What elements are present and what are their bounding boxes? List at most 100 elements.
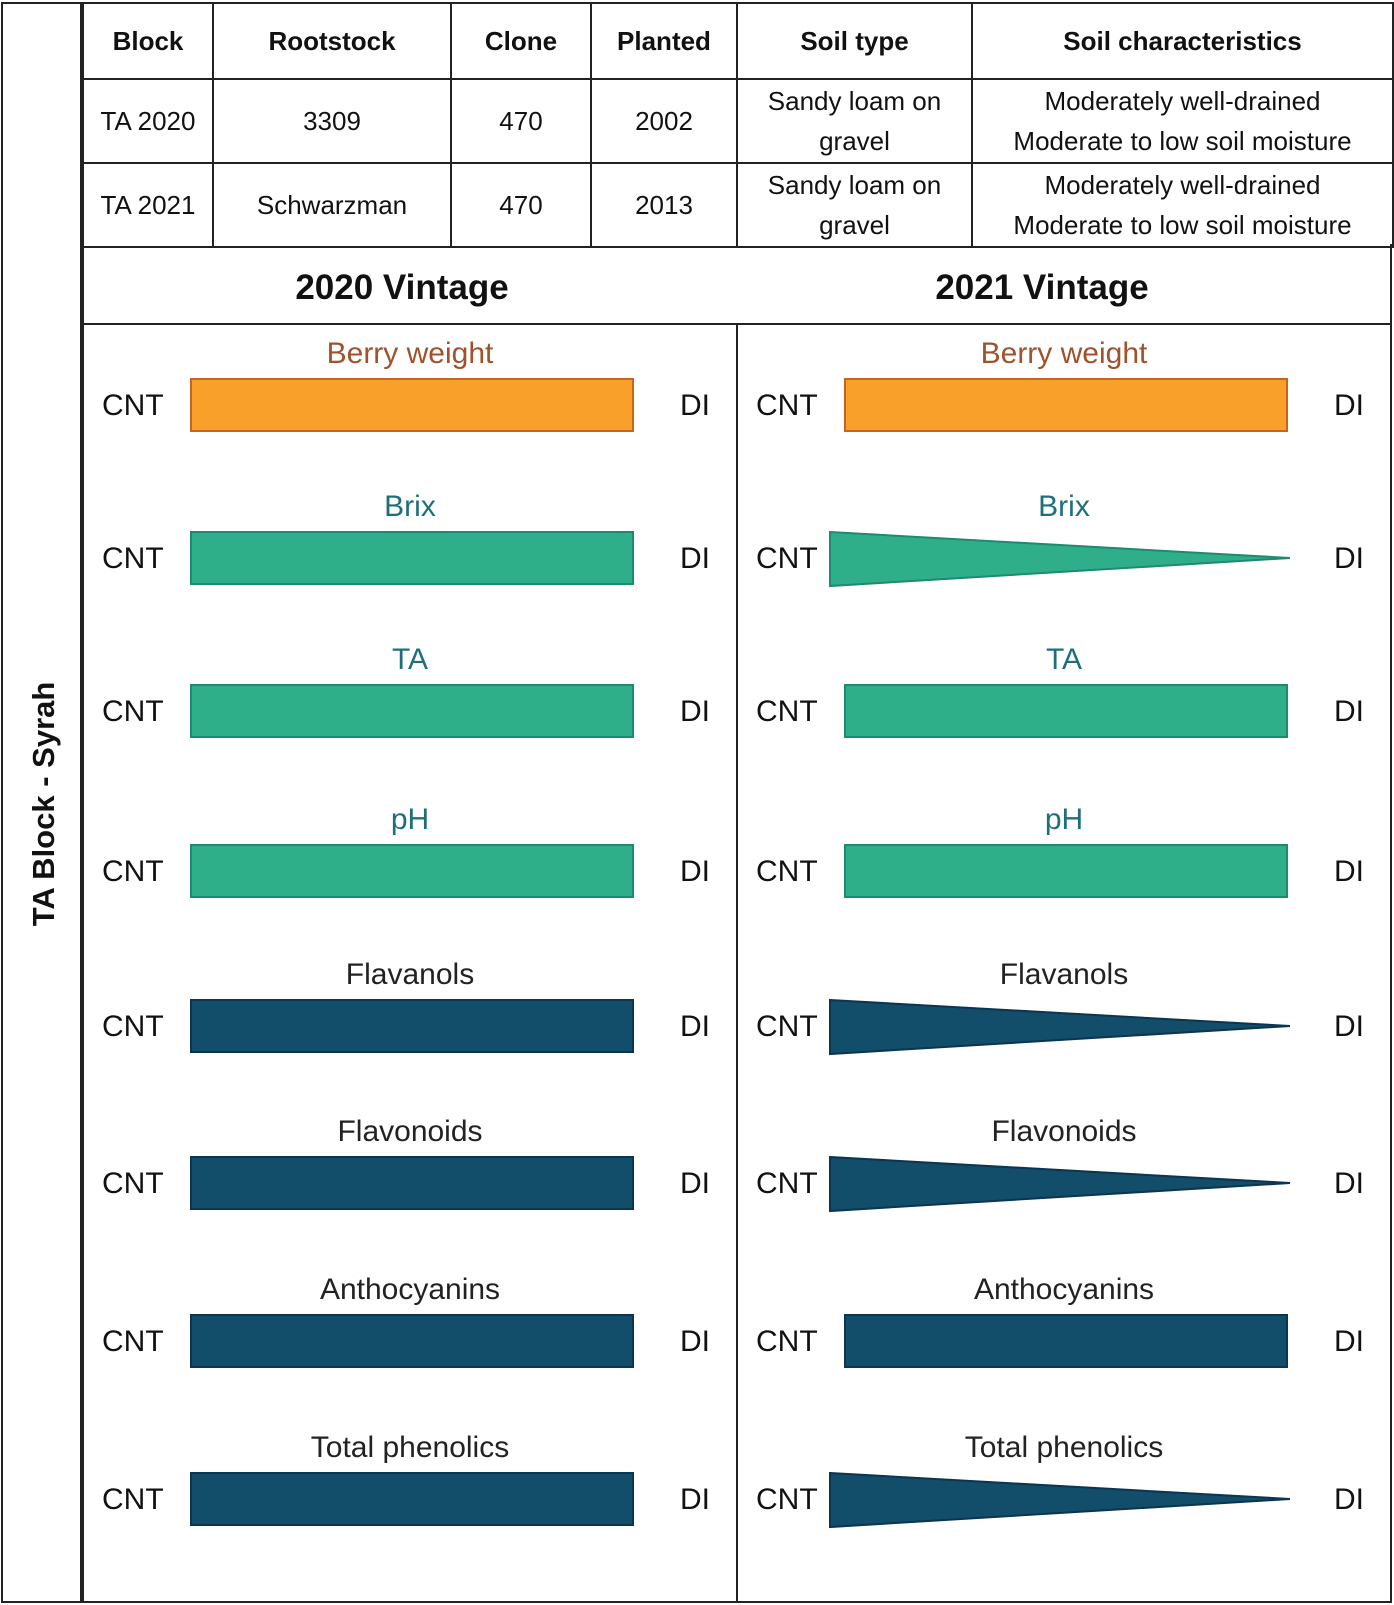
cell-soil-characteristics: Moderately well-drained Moderate to low s… [971, 78, 1394, 164]
soil-char-line: Moderate to low soil moisture [1013, 210, 1352, 240]
metric-row: Total phenolics CNT DI [738, 1431, 1390, 1581]
metric-row: pH CNT DI [84, 803, 736, 953]
cnt-label: CNT [756, 1167, 818, 1200]
metric-title: pH [1044, 803, 1084, 836]
decreasing-effect-wedge [829, 530, 1291, 588]
cnt-label: CNT [102, 695, 164, 728]
soil-char-line: Moderately well-drained [1044, 170, 1321, 200]
header-block: Block [82, 2, 214, 80]
metric-title: Anthocyanins [973, 1273, 1155, 1306]
di-label: DI [1334, 542, 1364, 575]
metric-shape [844, 1314, 1288, 1368]
vintage-header-row: 2020 Vintage 2021 Vintage [82, 244, 1392, 325]
equal-effect-bar [190, 531, 634, 585]
metric-row: Brix CNT DI [738, 490, 1390, 640]
metric-shape [190, 531, 634, 585]
header-planted: Planted [590, 2, 738, 80]
metric-title: TA [391, 643, 429, 676]
metric-shape [844, 378, 1288, 432]
soil-char-line: Moderately well-drained [1044, 86, 1321, 116]
cnt-label: CNT [102, 1325, 164, 1358]
metric-title: TA [1045, 643, 1083, 676]
cnt-label: CNT [756, 695, 818, 728]
metric-shape [190, 1156, 634, 1210]
di-label: DI [1334, 695, 1364, 728]
cell-clone: 470 [450, 78, 592, 164]
di-label: DI [1334, 1010, 1364, 1043]
di-label: DI [680, 1167, 710, 1200]
metric-row: Flavanols CNT DI [738, 958, 1390, 1108]
cnt-label: CNT [756, 1010, 818, 1043]
header-clone: Clone [450, 2, 592, 80]
table-row: TA 2020 3309 470 2002 Sandy loam on grave… [82, 78, 1394, 164]
header-soil-type: Soil type [736, 2, 973, 80]
metric-row: Flavanols CNT DI [84, 958, 736, 1108]
cnt-label: CNT [102, 1167, 164, 1200]
table-header-row: Block Rootstock Clone Planted Soil type … [82, 2, 1394, 80]
di-label: DI [680, 542, 710, 575]
equal-effect-bar [190, 1156, 634, 1210]
equal-effect-bar [190, 378, 634, 432]
equal-effect-bar [844, 1314, 1288, 1368]
equal-effect-bar [190, 1472, 634, 1526]
metric-row: Brix CNT DI [84, 490, 736, 640]
metric-row: pH CNT DI [738, 803, 1390, 953]
metric-shape [190, 844, 634, 898]
soil-char-line: Moderate to low soil moisture [1013, 126, 1352, 156]
cell-planted: 2002 [590, 78, 738, 164]
vintage-title-2021: 2021 Vintage [935, 268, 1149, 307]
metric-title: Total phenolics [310, 1431, 510, 1464]
metric-row: Total phenolics CNT DI [84, 1431, 736, 1581]
metric-title: Flavanols [345, 958, 475, 991]
metric-title: Brix [384, 490, 436, 523]
cnt-label: CNT [756, 855, 818, 888]
cell-block: TA 2021 [82, 162, 214, 248]
equal-effect-bar [190, 684, 634, 738]
cell-rootstock: Schwarzman [212, 162, 452, 248]
metric-shape [829, 998, 1291, 1056]
metric-title: Flavanols [999, 958, 1129, 991]
equal-effect-bar [190, 1314, 634, 1368]
metric-shape [190, 999, 634, 1053]
cnt-label: CNT [102, 855, 164, 888]
di-label: DI [680, 855, 710, 888]
cell-soil-type: Sandy loam on gravel [736, 162, 973, 248]
equal-effect-bar [844, 378, 1288, 432]
metric-title: Flavonoids [991, 1115, 1137, 1148]
cell-rootstock: 3309 [212, 78, 452, 164]
decreasing-effect-wedge [829, 1155, 1291, 1213]
di-label: DI [680, 389, 710, 422]
decreasing-effect-wedge [829, 1471, 1291, 1529]
metric-shape [844, 684, 1288, 738]
di-label: DI [680, 1483, 710, 1516]
soil-type-line: gravel [819, 126, 890, 156]
cell-soil-type: Sandy loam on gravel [736, 78, 973, 164]
metric-title: Brix [1038, 490, 1090, 523]
di-label: DI [1334, 1325, 1364, 1358]
panel-2021-vintage: Berry weight CNT DI Brix CNT DI TA CNT DI pH CNT DI… [736, 323, 1392, 1603]
metric-title: Total phenolics [964, 1431, 1164, 1464]
cell-clone: 470 [450, 162, 592, 248]
cell-block: TA 2020 [82, 78, 214, 164]
side-label-box: TA Block - Syrah [1, 2, 82, 1603]
metric-row: Anthocyanins CNT DI [738, 1273, 1390, 1423]
metric-row: TA CNT DI [738, 643, 1390, 793]
metric-row: Flavonoids CNT DI [84, 1115, 736, 1265]
metric-title: Berry weight [326, 337, 494, 370]
di-label: DI [1334, 389, 1364, 422]
metric-title: Flavonoids [337, 1115, 483, 1148]
equal-effect-bar [190, 844, 634, 898]
metric-shape [844, 844, 1288, 898]
cnt-label: CNT [102, 542, 164, 575]
cnt-label: CNT [102, 389, 164, 422]
equal-effect-bar [190, 999, 634, 1053]
table-row: TA 2021 Schwarzman 470 2013 Sandy loam o… [82, 162, 1394, 248]
metric-shape [190, 1314, 634, 1368]
di-label: DI [1334, 1483, 1364, 1516]
metric-row: Flavonoids CNT DI [738, 1115, 1390, 1265]
di-label: DI [1334, 855, 1364, 888]
equal-effect-bar [844, 684, 1288, 738]
metric-shape [829, 1155, 1291, 1213]
soil-type-line: gravel [819, 210, 890, 240]
metric-row: Anthocyanins CNT DI [84, 1273, 736, 1423]
